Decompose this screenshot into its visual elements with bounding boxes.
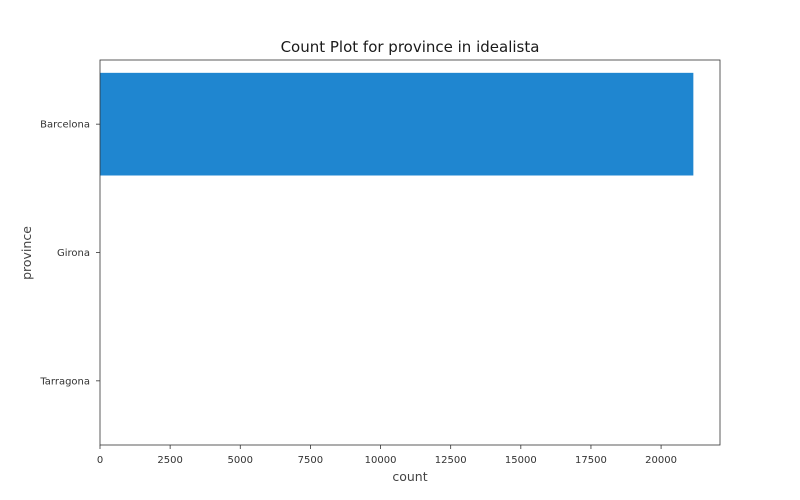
x-axis-label: count: [392, 469, 427, 484]
x-tick-label: 17500: [575, 455, 607, 466]
x-tick-label: 5000: [228, 455, 253, 466]
y-tick-label: Barcelona: [40, 120, 90, 131]
y-tick-label: Girona: [57, 248, 90, 259]
x-tick-label: 10000: [365, 455, 397, 466]
bar-barcelona: [100, 72, 694, 176]
x-tick-label: 15000: [505, 455, 537, 466]
y-axis-ticks: Barcelona Girona Tarragona: [39, 120, 100, 387]
x-tick-label: 2500: [157, 455, 182, 466]
x-tick-label: 0: [97, 455, 103, 466]
y-axis-label: province: [19, 226, 34, 280]
x-tick-label: 7500: [298, 455, 323, 466]
y-tick-label: Tarragona: [39, 376, 90, 387]
x-tick-label: 12500: [435, 455, 467, 466]
chart-title: Count Plot for province in idealista: [281, 38, 540, 56]
x-axis-ticks: 0 2500 5000 7500 10000 12500 15000 17500 20000: [97, 445, 677, 466]
bars-layer: [100, 72, 694, 176]
x-tick-label: 20000: [645, 455, 677, 466]
